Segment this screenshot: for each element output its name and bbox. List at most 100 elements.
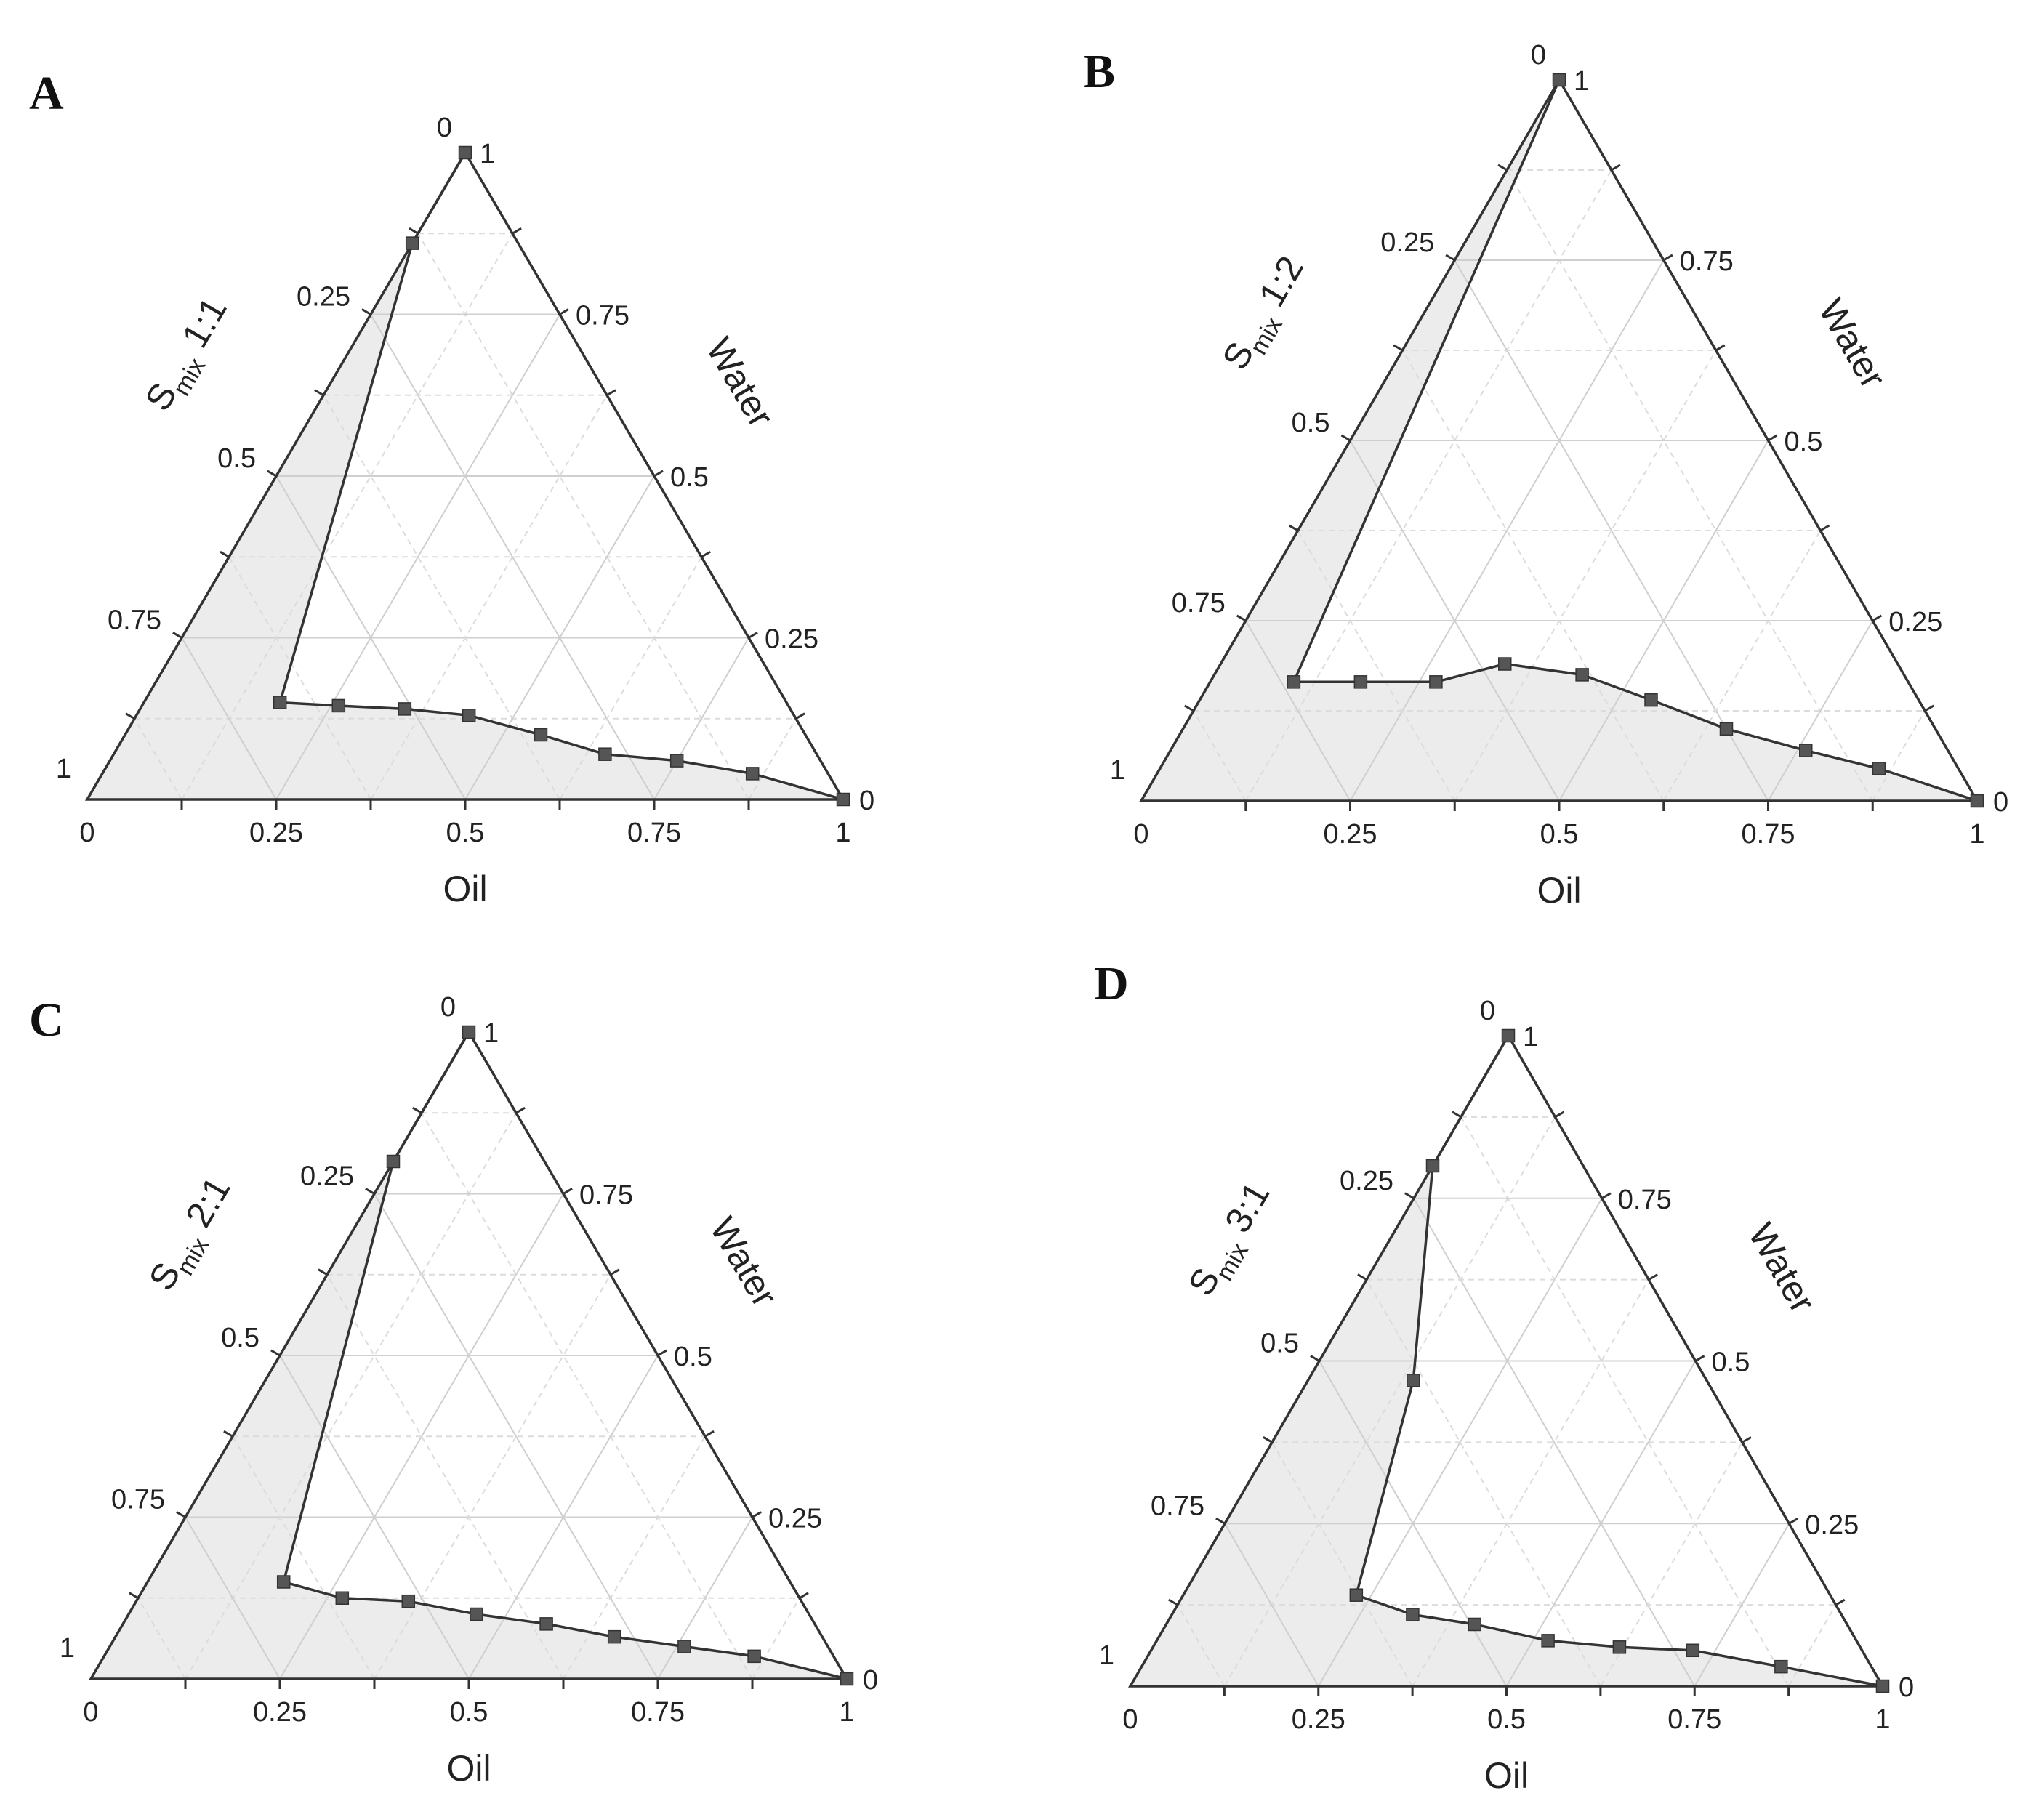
water-tick-label: 0.25 [1805,1510,1859,1540]
tick-mark [701,550,711,558]
data-point [745,767,760,781]
smix-axis-title: Smix2:1 [141,1170,245,1301]
tick-mark [1445,254,1456,262]
grid-line-oil [468,1355,659,1680]
smix-tick-label: 0.25 [1380,227,1434,258]
data-point [747,1649,761,1664]
tick-mark [1310,1355,1320,1362]
grid-line-smix [275,475,466,800]
grid-line-smix [1366,1279,1601,1687]
oil-axis-title: Oil [1484,1755,1529,1796]
oil-tick-label: 1 [1875,1704,1890,1735]
water-tick-label: 0.75 [1618,1185,1672,1215]
ternary-panel-a: 0 0.25 0.5 0.75 100.250.50.75100.250.50.751O… [29,67,874,909]
tick-mark [1393,344,1404,352]
water-tick-label: 1 [1574,66,1589,97]
grid-line-smix [279,1355,470,1680]
smix-tick-label: 0.75 [111,1485,165,1515]
grid-line-smix [1297,530,1456,802]
tick-mark [704,1430,715,1438]
smix-tick-label: 0 [1480,996,1495,1026]
data-point [1644,693,1658,707]
tick-mark [125,712,135,720]
water-tick-label: 0.5 [670,462,709,493]
grid-line-oil [1505,1360,1697,1687]
data-point [1425,1159,1440,1173]
tick-mark [512,227,522,235]
tick-mark [1715,344,1726,352]
data-point [462,709,476,722]
data-point [1552,73,1566,87]
tick-mark [610,1268,620,1276]
grid-line-oil [657,1516,753,1680]
water-tick-label: 0.25 [768,1504,822,1534]
grid-line-smix [1319,1361,1508,1687]
grid-line-smix [137,1598,186,1680]
tick-mark [1694,1355,1705,1362]
oil-tick-label: 0.75 [627,818,681,848]
smix-tick-label: 1 [56,754,71,784]
tick-mark [1924,704,1934,712]
ticks [1168,1111,1846,1696]
data-point [1353,675,1368,689]
tick-mark [1168,1598,1178,1606]
data-point [470,1607,483,1621]
panel-letter: B [1083,45,1115,98]
oil-tick-label: 0.5 [1540,819,1579,850]
smix-tick-label: 0.5 [217,443,256,474]
grid-line-oil [181,233,513,800]
grid-line-smix [1271,1441,1413,1687]
tick-mark [1497,164,1508,172]
tick-mark [1835,1598,1846,1606]
data-point [1875,1679,1890,1693]
water-tick-label: 0.75 [576,301,629,331]
grid-line-oil [1600,1441,1743,1687]
smix-tick-label: 0.5 [221,1323,259,1353]
tick-mark [515,1106,526,1114]
tick-mark [1404,1192,1415,1200]
grid-line-smix [134,718,182,800]
water-axis-title: Water [699,331,782,434]
data-point [534,728,548,742]
water-tick-label: 0 [1993,787,2008,818]
smix-label-ratio: 2:1 [177,1170,238,1234]
water-axis-title: Water [702,1210,786,1313]
data-point [1612,1640,1627,1654]
data-point [1799,744,1813,757]
oil-tick-label: 0.5 [446,818,485,848]
tick-mark [1236,614,1247,622]
grid-line-oil [748,718,797,800]
ticks [125,227,805,810]
smix-tick-label: 0.5 [1292,408,1330,438]
grid-line-oil [374,1274,611,1680]
oil-tick-label: 0.5 [1487,1704,1526,1735]
tick-mark [1611,164,1621,172]
oil-tick-label: 1 [839,1697,854,1728]
smix-tick-label: 0 [440,992,456,1023]
tick-mark [1742,1436,1752,1443]
water-tick-label: 0 [859,786,874,816]
oil-tick-label: 0.25 [249,818,303,848]
data-point [1970,794,1984,808]
panel-letter: A [29,67,64,120]
water-tick-label: 0.75 [579,1180,633,1211]
data-point [607,1629,621,1644]
data-point [1541,1634,1555,1648]
data-point [335,1591,350,1605]
grid-line-oil [185,1112,517,1680]
grid-line-oil [1694,1523,1790,1687]
oil-axis-title: Oil [443,869,487,909]
grid-line-smix [421,1112,753,1680]
tick-mark [1554,1111,1565,1119]
tick-mark [559,308,569,315]
grid-line-smix [1244,620,1351,802]
tick-mark [270,1349,281,1357]
data-point [1575,668,1589,682]
grid-line-oil [559,556,702,800]
tick-mark [657,1349,667,1357]
tick-mark [176,1511,186,1518]
tick-mark [267,470,277,478]
grid-line-smix [326,1274,564,1680]
grid-line-oil [1558,440,1769,802]
tick-mark [795,712,805,720]
